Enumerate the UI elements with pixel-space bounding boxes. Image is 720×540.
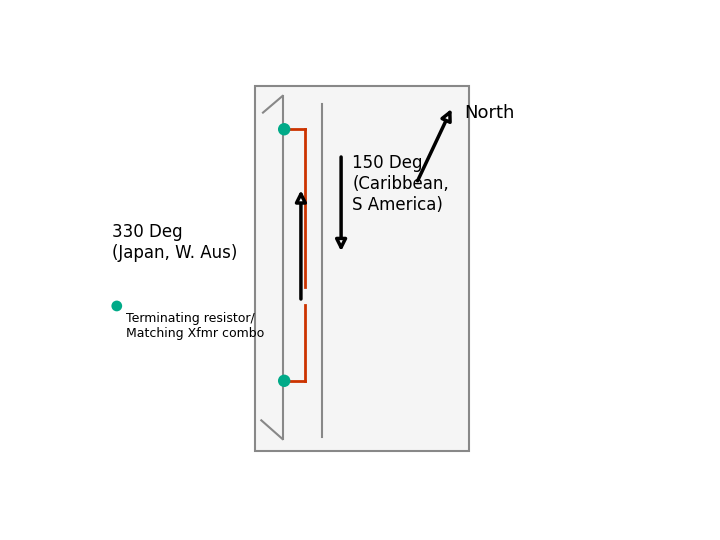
Text: 330 Deg
(Japan, W. Aus): 330 Deg (Japan, W. Aus) — [112, 223, 238, 261]
Point — [111, 302, 122, 310]
Point — [279, 376, 290, 385]
Point — [279, 125, 290, 133]
Text: North: North — [464, 104, 514, 122]
Text: Terminating resistor/
Matching Xfmr combo: Terminating resistor/ Matching Xfmr comb… — [126, 312, 264, 340]
Bar — [255, 85, 469, 451]
Text: 150 Deg
(Caribbean,
S America): 150 Deg (Caribbean, S America) — [352, 154, 449, 214]
